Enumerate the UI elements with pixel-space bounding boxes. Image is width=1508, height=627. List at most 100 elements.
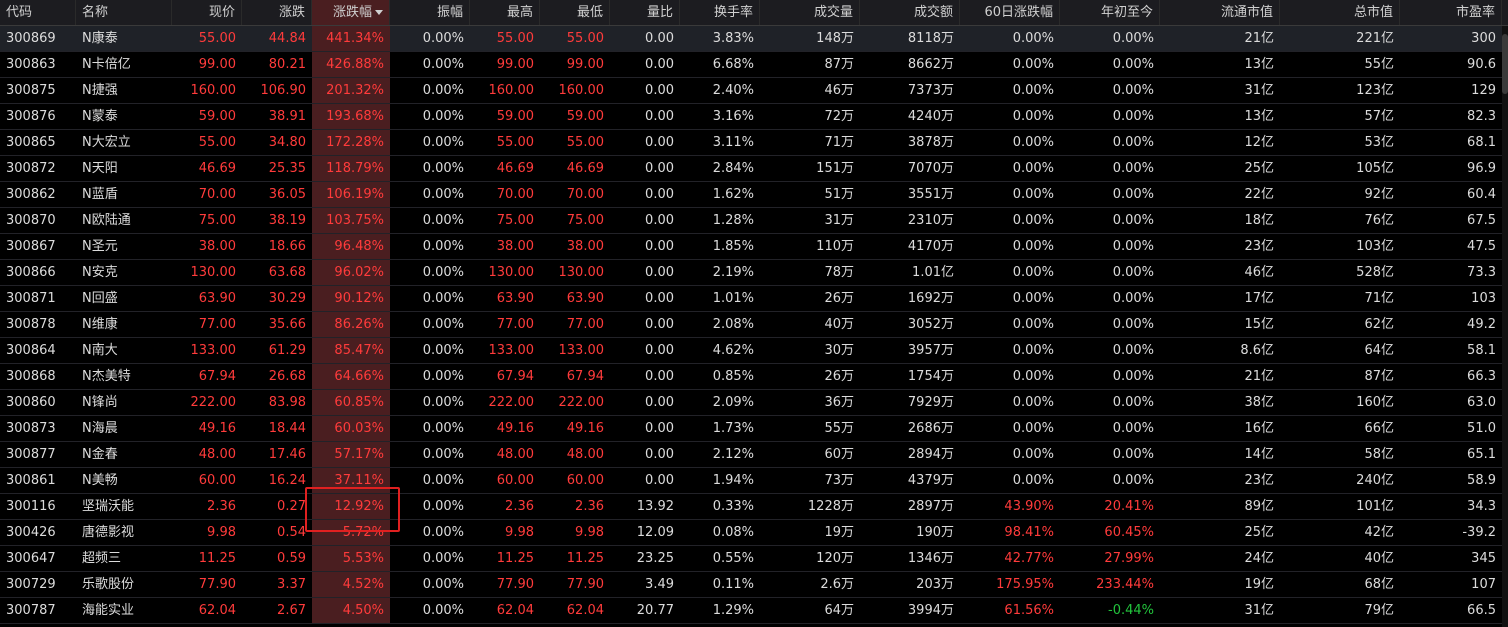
cell-total_cap: 64亿 (1364, 343, 1394, 358)
column-header-chg60[interactable]: 60日涨跌幅 (960, 0, 1060, 25)
cell-low: 11.25 (566, 551, 604, 566)
cell-volume: 148万 (816, 31, 854, 46)
cell-turnover: 0.33% (712, 499, 754, 514)
column-header-amplitude[interactable]: 振幅 (390, 0, 470, 25)
cell-amplitude: 0.00% (422, 395, 464, 410)
table-row[interactable]: 300872 N天阳 46.69 25.35 118.79% 0.00% 46.69 46.6… (0, 156, 1508, 182)
column-header-pct[interactable]: 涨跌幅 (312, 0, 390, 25)
column-header-code[interactable]: 代码 (0, 0, 76, 25)
cell-price: 133.00 (190, 343, 237, 358)
table-row[interactable]: 300878 N维康 77.00 35.66 86.26% 0.00% 77.00 77.00… (0, 312, 1508, 338)
cell-amount: 3052万 (907, 317, 954, 332)
sort-desc-icon[interactable] (375, 10, 383, 15)
cell-price: 160.00 (190, 83, 237, 98)
cell-low: 77.90 (566, 577, 604, 592)
table-row[interactable]: 300729 乐歌股份 77.90 3.37 4.52% 0.00% 77.90 77.90 3… (0, 572, 1508, 598)
cell-amount: 4240万 (907, 109, 954, 124)
table-row[interactable]: 300877 N金春 48.00 17.46 57.17% 0.00% 48.00 48.00… (0, 442, 1508, 468)
cell-code: 300871 (6, 291, 56, 306)
cell-turnover: 1.29% (712, 603, 754, 618)
table-row[interactable]: 300861 N美畅 60.00 16.24 37.11% 0.00% 60.00 60.00… (0, 468, 1508, 494)
cell-name: N杰美特 (82, 369, 131, 384)
column-header-turnover[interactable]: 换手率 (680, 0, 760, 25)
cell-amplitude: 0.00% (422, 499, 464, 514)
cell-vol_ratio: 0.00 (645, 135, 674, 150)
table-row[interactable]: 300864 N南大 133.00 61.29 85.47% 0.00% 133.00 133… (0, 338, 1508, 364)
cell-pe: -39.2 (1462, 525, 1496, 540)
column-header-pe[interactable]: 市盈率 (1400, 0, 1502, 25)
table-row[interactable]: 300860 N锋尚 222.00 83.98 60.85% 0.00% 222.00 222… (0, 390, 1508, 416)
column-header-label: 市盈率 (1455, 5, 1495, 20)
cell-price: 46.69 (198, 161, 236, 176)
column-header-label: 成交量 (813, 5, 853, 20)
column-header-ytd[interactable]: 年初至今 (1060, 0, 1160, 25)
cell-turnover: 0.08% (712, 525, 754, 540)
cell-volume: 36万 (824, 395, 854, 410)
cell-change: 83.98 (268, 395, 306, 410)
cell-code: 300863 (6, 57, 56, 72)
table-row[interactable]: 300862 N蓝盾 70.00 36.05 106.19% 0.00% 70.00 70.0… (0, 182, 1508, 208)
cell-change: 106.90 (260, 83, 307, 98)
scrollbar-thumb[interactable] (1502, 34, 1508, 94)
cell-price: 67.94 (198, 369, 236, 384)
column-header-low[interactable]: 最低 (540, 0, 610, 25)
cell-vol_ratio: 12.09 (636, 525, 674, 540)
column-header-vol_ratio[interactable]: 量比 (610, 0, 680, 25)
table-row[interactable]: 300869 N康泰 55.00 44.84 441.34% 0.00% 55.00 55.0… (0, 26, 1508, 52)
table-row[interactable]: 300875 N捷强 160.00 106.90 201.32% 0.00% 160.00 1… (0, 78, 1508, 104)
cell-vol_ratio: 0.00 (645, 395, 674, 410)
cell-ytd: 27.99% (1104, 551, 1154, 566)
cell-volume: 26万 (824, 369, 854, 384)
table-row[interactable]: 300865 N大宏立 55.00 34.80 172.28% 0.00% 55.00 55.… (0, 130, 1508, 156)
column-header-volume[interactable]: 成交量 (760, 0, 860, 25)
column-header-high[interactable]: 最高 (470, 0, 540, 25)
cell-low: 75.00 (566, 213, 604, 228)
cell-code: 300787 (6, 603, 56, 618)
table-row[interactable]: 300873 N海晨 49.16 18.44 60.03% 0.00% 49.16 49.16… (0, 416, 1508, 442)
table-row[interactable]: 300876 N蒙泰 59.00 38.91 193.68% 0.00% 59.00 59.0… (0, 104, 1508, 130)
vertical-scrollbar[interactable] (1502, 26, 1508, 627)
cell-amplitude: 0.00% (422, 291, 464, 306)
cell-ytd: -0.44% (1108, 603, 1154, 618)
cell-ytd: 0.00% (1112, 135, 1154, 150)
table-row[interactable]: 300426 唐德影视 9.98 0.54 5.72% 0.00% 9.98 9.98 12.0… (0, 520, 1508, 546)
cell-code: 300729 (6, 577, 56, 592)
cell-turnover: 3.83% (712, 31, 754, 46)
cell-low: 133.00 (558, 343, 605, 358)
cell-volume: 151万 (816, 161, 854, 176)
cell-low: 60.00 (566, 473, 604, 488)
column-header-label: 总市值 (1353, 5, 1393, 20)
cell-turnover: 2.09% (712, 395, 754, 410)
table-row[interactable]: 300867 N圣元 38.00 18.66 96.48% 0.00% 38.00 38.00… (0, 234, 1508, 260)
cell-pct: 5.53% (312, 546, 390, 571)
cell-amount: 3551万 (907, 187, 954, 202)
table-row[interactable]: 300787 海能实业 62.04 2.67 4.50% 0.00% 62.04 62.04 2… (0, 598, 1508, 624)
table-row[interactable]: 300647 超频三 11.25 0.59 5.53% 0.00% 11.25 11.25 23… (0, 546, 1508, 572)
cell-price: 55.00 (198, 135, 236, 150)
cell-ytd: 0.00% (1112, 265, 1154, 280)
column-header-label: 最低 (576, 5, 603, 20)
cell-price: 2.36 (207, 499, 236, 514)
table-row[interactable]: 300870 N欧陆通 75.00 38.19 103.75% 0.00% 75.00 75.… (0, 208, 1508, 234)
table-row[interactable]: 300868 N杰美特 67.94 26.68 64.66% 0.00% 67.94 67.9… (0, 364, 1508, 390)
cell-pe: 60.4 (1467, 187, 1496, 202)
cell-volume: 73万 (824, 473, 854, 488)
table-row[interactable]: 300116 坚瑞沃能 2.36 0.27 12.92% 0.00% 2.36 2.36 13.… (0, 494, 1508, 520)
cell-code: 300864 (6, 343, 56, 358)
column-header-change[interactable]: 涨跌 (242, 0, 312, 25)
column-header-name[interactable]: 名称 (76, 0, 172, 25)
column-header-price[interactable]: 现价 (172, 0, 242, 25)
cell-high: 60.00 (496, 473, 534, 488)
cell-high: 77.90 (496, 577, 534, 592)
cell-low: 55.00 (566, 135, 604, 150)
cell-pct: 60.85% (312, 390, 390, 415)
cell-name: N维康 (82, 317, 118, 332)
table-row[interactable]: 300871 N回盛 63.90 30.29 90.12% 0.00% 63.90 63.90… (0, 286, 1508, 312)
column-header-total_cap[interactable]: 总市值 (1280, 0, 1400, 25)
table-row[interactable]: 300863 N卡倍亿 99.00 80.21 426.88% 0.00% 99.00 99.… (0, 52, 1508, 78)
column-header-amount[interactable]: 成交额 (860, 0, 960, 25)
table-row[interactable]: 300866 N安克 130.00 63.68 96.02% 0.00% 130.00 130… (0, 260, 1508, 286)
cell-chg60: 0.00% (1012, 187, 1054, 202)
column-header-float_cap[interactable]: 流通市值 (1160, 0, 1280, 25)
cell-volume: 2.6万 (820, 577, 854, 592)
